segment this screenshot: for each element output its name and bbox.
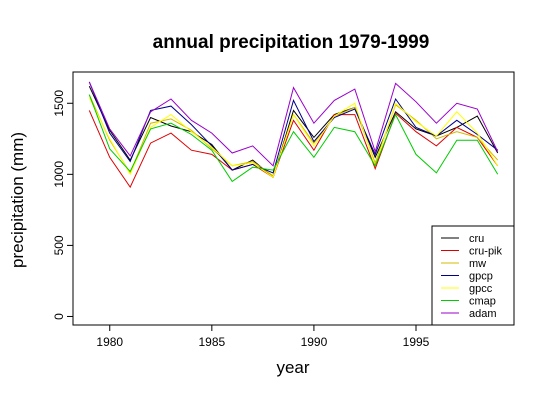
series-layer (88, 81, 499, 189)
plot-frame (72, 71, 515, 326)
y-tick-label: 1500 (52, 90, 66, 117)
x-axis: 1980 1985 1990 1995 (96, 325, 430, 349)
y-tick-label: 1000 (52, 161, 66, 188)
chart-title: annual precipitation 1979-1999 (153, 32, 430, 53)
legend-label: cru-pik (469, 246, 503, 258)
x-tick-label: 1985 (198, 335, 225, 349)
series-line-adam (88, 81, 499, 167)
series-line-cru-pik (88, 110, 499, 189)
legend-label: adam (469, 308, 497, 320)
y-tick-label: 0 (52, 313, 66, 320)
x-axis-label: year (276, 358, 309, 377)
legend-label: mw (469, 258, 486, 270)
y-axis: 0 500 1000 1500 (52, 90, 73, 320)
series-line-gpcc (88, 97, 499, 178)
legend-label: cmap (469, 296, 496, 308)
x-tick-label: 1995 (403, 335, 430, 349)
legend-label: gpcc (469, 283, 493, 295)
x-tick-label: 1990 (301, 335, 328, 349)
x-tick-label: 1980 (96, 335, 123, 349)
y-axis-label: precipitation (mm) (8, 132, 27, 268)
series-line-gpcp (88, 81, 499, 174)
legend-label: gpcp (469, 271, 493, 283)
legend-label: cru (469, 233, 484, 245)
series-line-cmap (88, 94, 499, 183)
y-tick-label: 500 (52, 235, 66, 255)
